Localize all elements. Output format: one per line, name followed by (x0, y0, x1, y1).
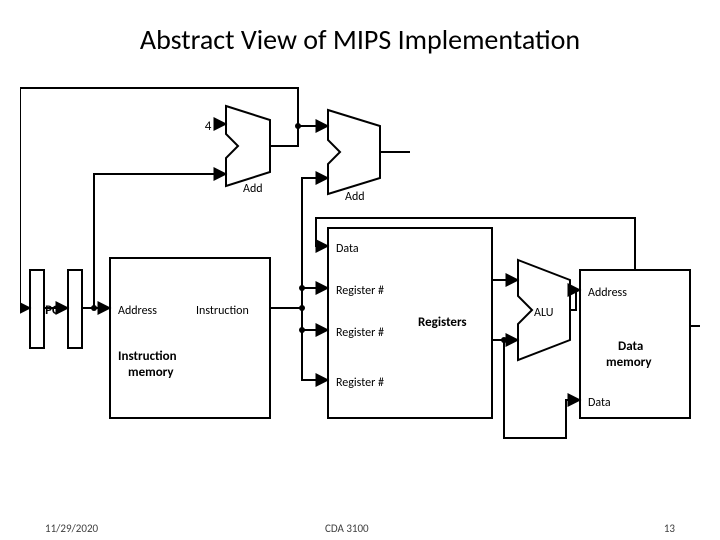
instruction-memory (110, 258, 270, 418)
dmem-data-label: Data (588, 396, 611, 410)
pc-label: PC (45, 303, 59, 318)
wire-add1-add2 (270, 126, 328, 146)
adder-1 (226, 106, 270, 186)
wire-instr-r3 (302, 330, 328, 380)
dmem-addr-label: Address (588, 286, 627, 300)
footer-page: 13 (664, 522, 675, 535)
adder-2 (328, 110, 380, 194)
imem-addr-label: Address (118, 304, 157, 318)
reg-name: Registers (418, 315, 467, 330)
wire-dmem-reg (316, 218, 635, 270)
footer-course: CDA 3100 (325, 522, 369, 535)
imem-name-1: Instruction (118, 349, 177, 364)
dmem-name-2: memory (606, 355, 652, 370)
reg-r1-label: Register # (336, 284, 384, 298)
adder-1-label: Add (243, 182, 263, 196)
wire-reg-dmem-data (504, 340, 580, 438)
footer-date: 11/29/2020 (45, 522, 98, 535)
reg-data-label: Data (336, 242, 359, 256)
junction-instr-r1 (299, 285, 305, 291)
alu-label: ALU (534, 306, 553, 320)
page-title: Abstract View of MIPS Implementation (0, 22, 720, 57)
const-four: 4 (205, 119, 212, 134)
wire-instr-r1 (302, 288, 328, 308)
pc-right-box (68, 270, 82, 348)
wire-add1-pc-loop (20, 88, 298, 308)
wire-alu-dmem (570, 290, 580, 310)
reg-r2-label: Register # (336, 326, 384, 340)
mips-diagram: PC 4 Add Add Address Instruction Instruc… (20, 80, 700, 460)
wire-pc-add1 (94, 174, 226, 308)
adder-2-label: Add (345, 190, 365, 204)
dmem-name-1: Data (618, 339, 643, 354)
pc-left-box (30, 270, 44, 348)
reg-r3-label: Register # (336, 376, 384, 390)
wire-instr-r2 (302, 308, 328, 330)
imem-instr-label: Instruction (196, 304, 249, 318)
imem-name-2: memory (128, 365, 174, 380)
